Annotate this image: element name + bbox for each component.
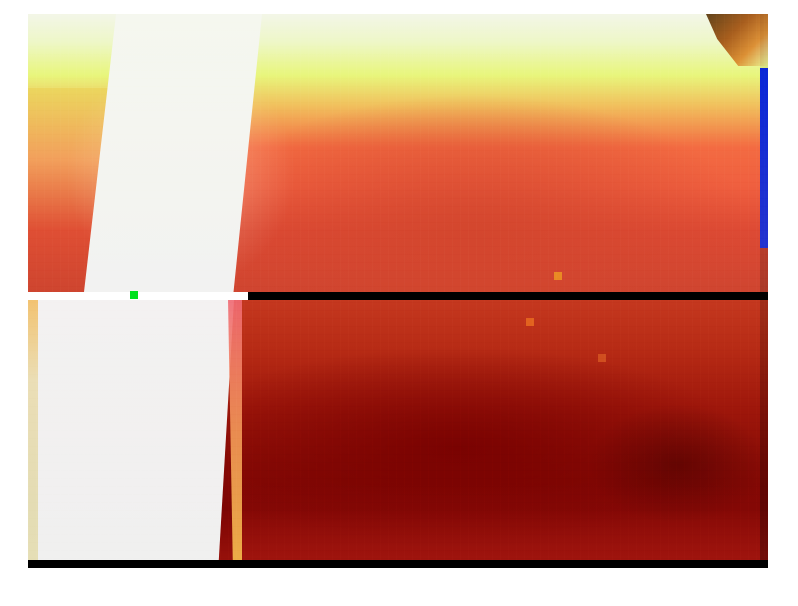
green-marker [130,291,138,299]
divider-white-segment [28,292,248,300]
horizontal-divider [28,292,768,300]
upper-pale-band [84,14,262,292]
image-viewport [28,14,768,568]
right-edge-shadow [760,14,768,568]
orange-speck [526,318,534,326]
orange-speck [554,272,562,280]
bottom-black-strip [28,560,768,568]
lower-pale-band [38,300,234,568]
lower-left-pale-edge [28,300,40,568]
orange-speck [598,354,606,362]
right-blue-strip [760,68,768,248]
